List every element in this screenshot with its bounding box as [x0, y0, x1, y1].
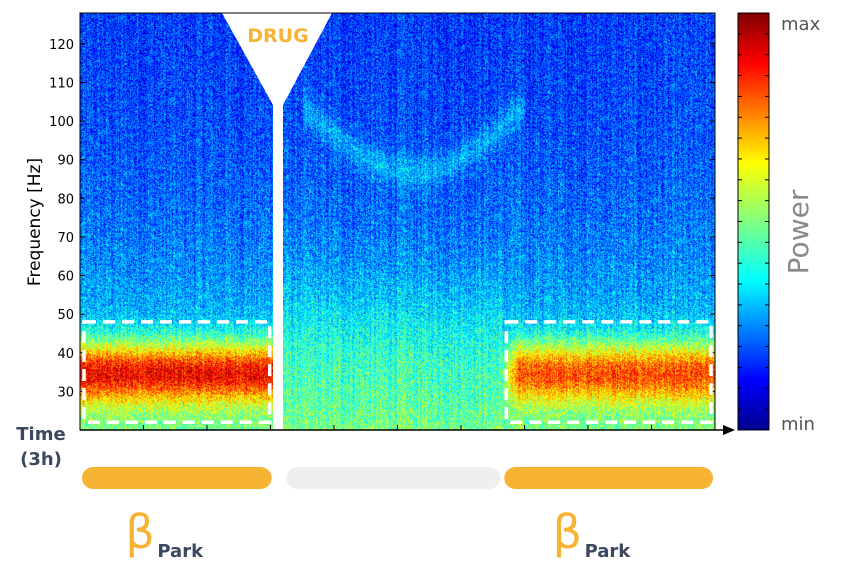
- x-axis-label-line2: (3h): [20, 449, 62, 470]
- time-axis: [80, 425, 735, 435]
- segment-bars: [82, 467, 713, 489]
- colorbar-power-label: Power: [782, 189, 815, 274]
- colorbar: max min Power: [737, 12, 821, 435]
- y-tick-label: 100: [49, 115, 74, 130]
- y-tick-label: 120: [49, 38, 74, 53]
- segment-bar-wearing-off: [504, 467, 713, 489]
- time-axis-arrowhead: [723, 425, 735, 435]
- colorbar-min-label: min: [781, 414, 815, 435]
- y-axis: 30 40 50 60 70 80 90 100 110 120: [49, 38, 715, 430]
- segment-bar-off-drug: [82, 467, 272, 489]
- beta-subscript: Park: [157, 541, 204, 562]
- y-tick-label: 70: [57, 231, 74, 246]
- y-tick-label: 50: [57, 308, 74, 323]
- beta-symbol: β: [125, 505, 154, 559]
- beta-symbol: β: [553, 505, 582, 559]
- y-tick-label: 60: [57, 270, 74, 285]
- colorbar-gradient: [737, 12, 770, 431]
- spectrogram-plot: DRUG: [79, 12, 716, 431]
- beta-box: [504, 320, 713, 425]
- y-tick-label: 40: [57, 347, 74, 362]
- y-tick-label: 80: [57, 192, 74, 207]
- colorbar-ticks: [738, 33, 769, 410]
- spectrogram-heatmap: [80, 13, 715, 430]
- y-tick-label: 30: [57, 385, 74, 400]
- y-tick-label: 110: [49, 77, 74, 92]
- x-axis-label-line1: Time: [16, 424, 65, 445]
- y-axis-label: Frequency [Hz]: [25, 158, 45, 286]
- drug-notch: [222, 13, 332, 430]
- beta-box: [82, 320, 272, 425]
- drug-label: DRUG: [247, 25, 308, 47]
- y-tick-label: 90: [57, 154, 74, 169]
- colorbar-max-label: max: [781, 14, 821, 35]
- beta-subscript: Park: [585, 541, 632, 562]
- beta-annotations: β Park β Park: [82, 320, 713, 562]
- segment-bar-drug: [286, 467, 501, 489]
